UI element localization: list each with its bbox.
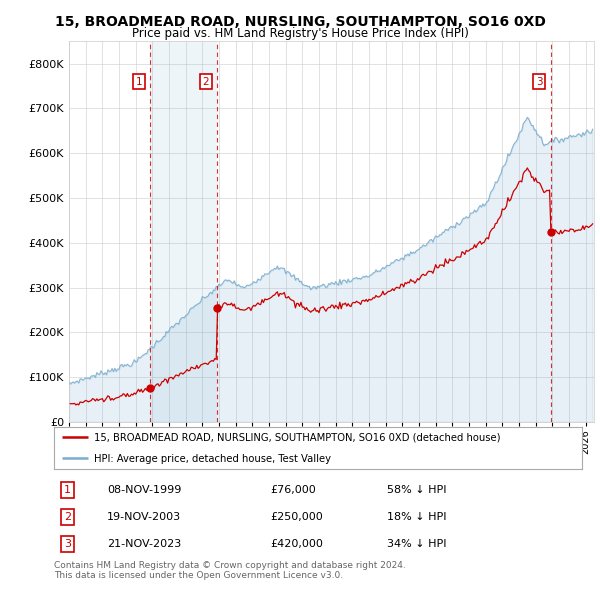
Text: Contains HM Land Registry data © Crown copyright and database right 2024.
This d: Contains HM Land Registry data © Crown c…	[54, 560, 406, 580]
Text: 1: 1	[64, 485, 71, 494]
Text: £76,000: £76,000	[271, 485, 316, 494]
Text: 58% ↓ HPI: 58% ↓ HPI	[386, 485, 446, 494]
Text: 2: 2	[202, 77, 209, 87]
Text: 3: 3	[64, 539, 71, 549]
Text: 15, BROADMEAD ROAD, NURSLING, SOUTHAMPTON, SO16 0XD (detached house): 15, BROADMEAD ROAD, NURSLING, SOUTHAMPTO…	[94, 432, 500, 442]
Text: £420,000: £420,000	[271, 539, 323, 549]
Text: 3: 3	[536, 77, 542, 87]
Text: 19-NOV-2003: 19-NOV-2003	[107, 512, 181, 522]
Text: 08-NOV-1999: 08-NOV-1999	[107, 485, 181, 494]
Text: 15, BROADMEAD ROAD, NURSLING, SOUTHAMPTON, SO16 0XD: 15, BROADMEAD ROAD, NURSLING, SOUTHAMPTO…	[55, 15, 545, 29]
Text: £250,000: £250,000	[271, 512, 323, 522]
Text: HPI: Average price, detached house, Test Valley: HPI: Average price, detached house, Test…	[94, 454, 331, 464]
Text: 18% ↓ HPI: 18% ↓ HPI	[386, 512, 446, 522]
Text: 2: 2	[64, 512, 71, 522]
Text: 1: 1	[136, 77, 142, 87]
Text: Price paid vs. HM Land Registry's House Price Index (HPI): Price paid vs. HM Land Registry's House …	[131, 27, 469, 40]
Bar	[150, 41, 217, 422]
Text: 34% ↓ HPI: 34% ↓ HPI	[386, 539, 446, 549]
Text: 21-NOV-2023: 21-NOV-2023	[107, 539, 181, 549]
